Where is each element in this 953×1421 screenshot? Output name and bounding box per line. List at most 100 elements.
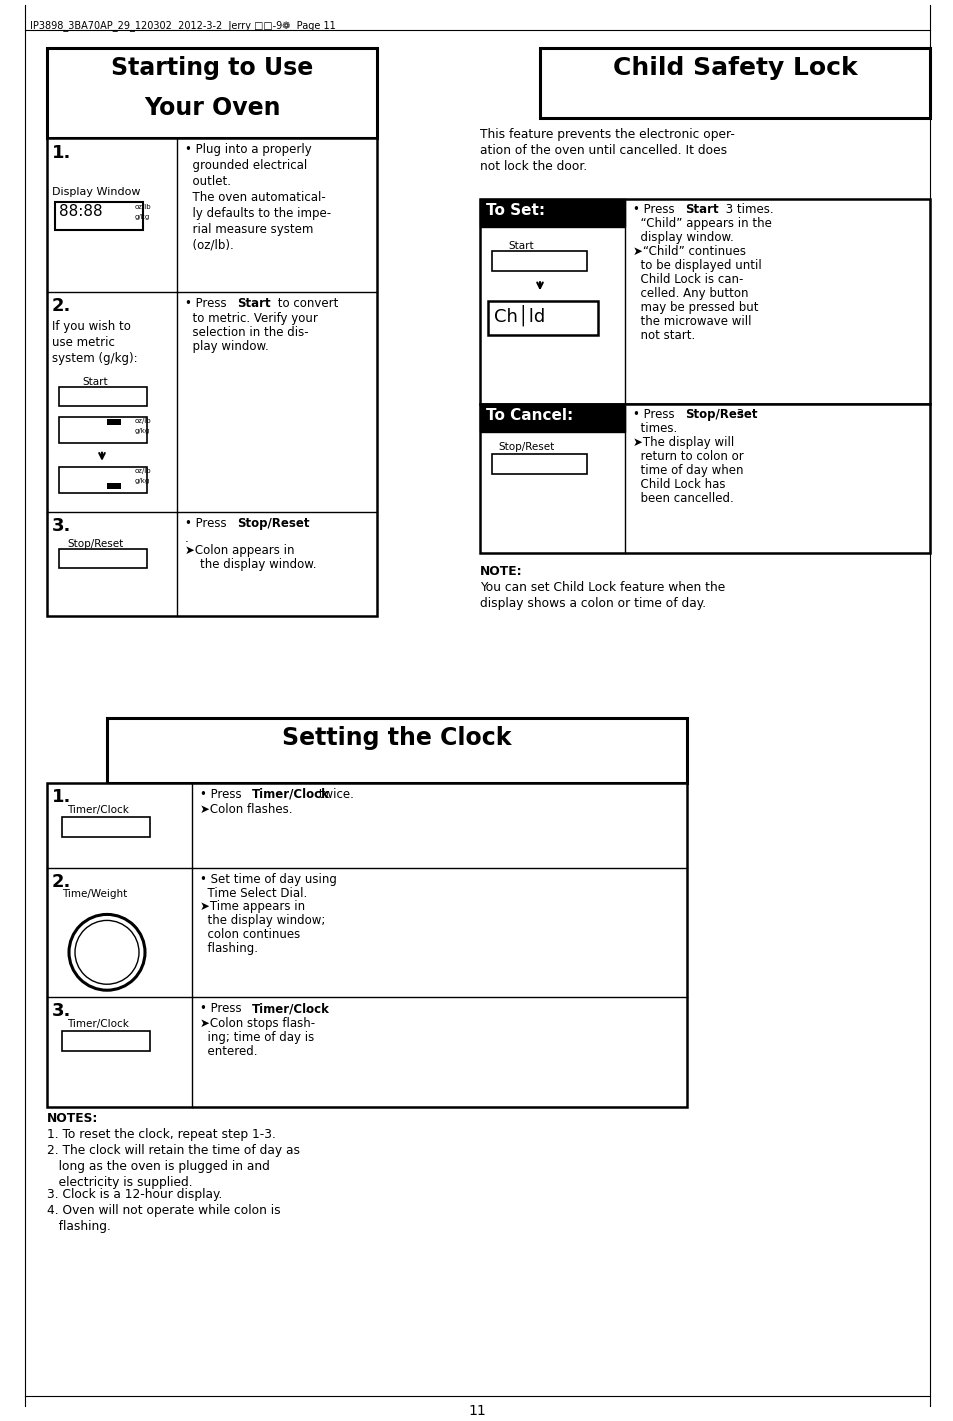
Bar [539, 48, 929, 118]
Text: Start: Start [684, 203, 718, 216]
Text: To Set:: To Set: [485, 203, 544, 219]
Text: Start: Start [507, 242, 533, 252]
Text: entered.: entered. [200, 1044, 257, 1059]
Bar [479, 404, 624, 432]
Text: may be pressed but: may be pressed but [633, 301, 758, 314]
Text: Setting the Clock: Setting the Clock [282, 726, 511, 750]
Text: ➤The display will: ➤The display will [633, 436, 734, 449]
Text: Starting to Use: Starting to Use [111, 55, 313, 80]
Text: 3: 3 [732, 408, 743, 421]
Text: return to colon or: return to colon or [633, 449, 743, 463]
Text: time of day when: time of day when [633, 463, 742, 476]
Text: 1. To reset the clock, repeat step 1-3.: 1. To reset the clock, repeat step 1-3. [47, 1128, 275, 1141]
Text: Start: Start [82, 377, 108, 387]
Bar [47, 138, 376, 617]
Text: oz/lb: oz/lb [135, 418, 152, 423]
Bar [479, 404, 929, 553]
Bar [107, 419, 121, 425]
Text: play window.: play window. [185, 340, 269, 352]
Text: Stop/Reset: Stop/Reset [497, 442, 554, 452]
Text: 1.: 1. [52, 144, 71, 162]
Text: • Plug into a properly
  grounded electrical
  outlet.
  The oven automatical-
 : • Plug into a properly grounded electric… [185, 142, 331, 252]
Text: ➤Colon flashes.: ➤Colon flashes. [200, 803, 293, 816]
Bar [47, 783, 686, 1107]
Text: 2. The clock will retain the time of day as
   long as the oven is plugged in an: 2. The clock will retain the time of day… [47, 1144, 299, 1189]
Text: not start.: not start. [633, 330, 695, 342]
Bar [107, 483, 121, 489]
Bar [492, 453, 586, 473]
Text: Stop/Reset: Stop/Reset [684, 408, 757, 421]
Text: the microwave will: the microwave will [633, 315, 751, 328]
Text: • Press: • Press [200, 787, 245, 801]
Text: 2.: 2. [52, 872, 71, 891]
Bar [47, 48, 376, 138]
Text: the display window.: the display window. [185, 558, 316, 571]
Text: g/kg: g/kg [135, 477, 150, 483]
Text: times.: times. [633, 422, 677, 435]
Text: ➤Time appears in: ➤Time appears in [200, 901, 305, 914]
Text: ➤“Child” continues: ➤“Child” continues [633, 246, 745, 259]
Text: been cancelled.: been cancelled. [633, 492, 733, 504]
Bar [55, 202, 143, 230]
Text: 2.: 2. [52, 297, 71, 315]
Text: display window.: display window. [633, 232, 733, 244]
Text: Child Lock has: Child Lock has [633, 477, 724, 490]
Text: If you wish to
use metric
system (g/kg):: If you wish to use metric system (g/kg): [52, 320, 137, 365]
Bar [492, 252, 586, 271]
Text: 11: 11 [468, 1404, 485, 1418]
Text: NOTE:: NOTE: [479, 566, 522, 578]
Text: Timer/Clock: Timer/Clock [252, 787, 330, 801]
Text: Stop/Reset: Stop/Reset [67, 540, 123, 550]
Text: Timer/Clock: Timer/Clock [67, 1019, 129, 1029]
Text: Timer/Clock: Timer/Clock [252, 1002, 330, 1015]
Text: ing; time of day is: ing; time of day is [200, 1032, 314, 1044]
Text: Timer/Clock: Timer/Clock [67, 804, 129, 814]
Bar [488, 301, 598, 335]
Bar [62, 1032, 150, 1052]
Text: 88:88: 88:88 [59, 205, 103, 219]
Text: g/kg: g/kg [135, 215, 150, 220]
Text: • Press: • Press [200, 1002, 245, 1015]
Text: Start: Start [236, 297, 271, 310]
Text: Display Window: Display Window [52, 188, 140, 198]
Bar [59, 387, 147, 406]
Text: Time Select Dial.: Time Select Dial. [200, 887, 307, 899]
Text: • Press: • Press [185, 297, 230, 310]
Text: Child Lock is can-: Child Lock is can- [633, 273, 742, 286]
Bar [479, 199, 624, 227]
Text: • Press: • Press [185, 517, 230, 530]
Text: twice.: twice. [314, 787, 354, 801]
Bar [59, 416, 147, 443]
Text: NOTES:: NOTES: [47, 1111, 98, 1125]
Text: to metric. Verify your: to metric. Verify your [185, 313, 317, 325]
Text: Ch│ld: Ch│ld [494, 304, 545, 325]
Text: selection in the dis-: selection in the dis- [185, 325, 309, 340]
Bar [479, 199, 929, 404]
Text: flashing.: flashing. [200, 942, 257, 955]
Bar [62, 817, 150, 837]
Text: Child Safety Lock: Child Safety Lock [612, 55, 857, 80]
Text: You can set Child Lock feature when the
display shows a colon or time of day.: You can set Child Lock feature when the … [479, 581, 724, 611]
Text: To Cancel:: To Cancel: [485, 408, 573, 423]
Text: Time/Weight: Time/Weight [62, 890, 127, 899]
Text: to convert: to convert [274, 297, 338, 310]
Text: 3.: 3. [52, 1002, 71, 1020]
Text: ➤Colon stops flash-: ➤Colon stops flash- [200, 1017, 314, 1030]
Text: Stop/Reset: Stop/Reset [236, 517, 309, 530]
Text: “Child” appears in the: “Child” appears in the [633, 217, 771, 230]
Text: the display window;: the display window; [200, 915, 325, 928]
Text: colon continues: colon continues [200, 928, 300, 941]
Text: celled. Any button: celled. Any button [633, 287, 748, 300]
Text: oz/lb: oz/lb [135, 468, 152, 473]
Text: .: . [185, 531, 189, 544]
Text: • Press: • Press [633, 408, 678, 421]
Text: oz/lb: oz/lb [135, 205, 152, 210]
Text: ➤Colon appears in: ➤Colon appears in [185, 544, 294, 557]
Text: 1.: 1. [52, 787, 71, 806]
Text: 3 times.: 3 times. [721, 203, 773, 216]
Text: .: . [305, 1002, 309, 1015]
Text: 3.: 3. [52, 517, 71, 534]
Text: 3. Clock is a 12-hour display.: 3. Clock is a 12-hour display. [47, 1188, 222, 1201]
Bar [107, 718, 686, 783]
Text: • Press: • Press [633, 203, 678, 216]
